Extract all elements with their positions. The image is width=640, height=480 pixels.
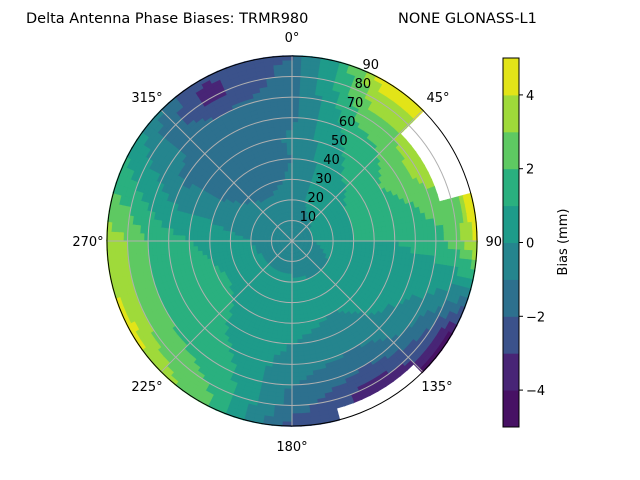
contour-field xyxy=(106,55,478,427)
chart-title-left: Delta Antenna Phase Biases: TRMR980 xyxy=(26,11,308,27)
chart-title-right: NONE GLONASS-L1 xyxy=(398,11,537,27)
